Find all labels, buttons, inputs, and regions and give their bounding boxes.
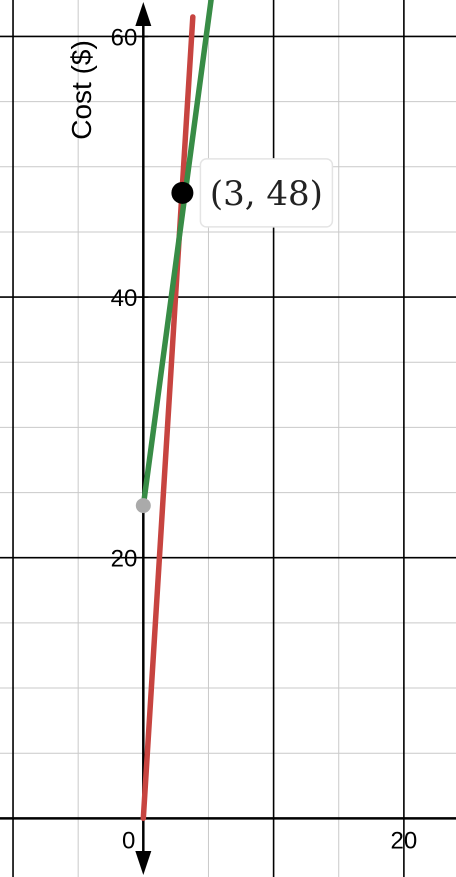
tick-labels: 20 40 60 0 20: [111, 24, 418, 854]
labeled-point: [171, 181, 194, 204]
x-tick-label: 0: [122, 827, 135, 854]
start-point: [135, 498, 151, 514]
series-layer: [140, 0, 214, 822]
y-tick-label: 20: [111, 546, 138, 573]
y-axis-arrow-up: [135, 2, 152, 26]
point-label: (3, 48): [210, 174, 323, 214]
point-label-box: [199, 158, 334, 228]
points-layer: (3, 48): [135, 158, 334, 514]
series-line: [140, 0, 214, 509]
y-axis-arrow-down: [135, 851, 152, 875]
y-tick-label: 40: [111, 285, 138, 312]
y-tick-label: 60: [111, 24, 138, 51]
series-line: [140, 14, 196, 822]
y-axis-label: Cost ($): [66, 40, 97, 140]
x-tick-label: 20: [391, 827, 418, 854]
